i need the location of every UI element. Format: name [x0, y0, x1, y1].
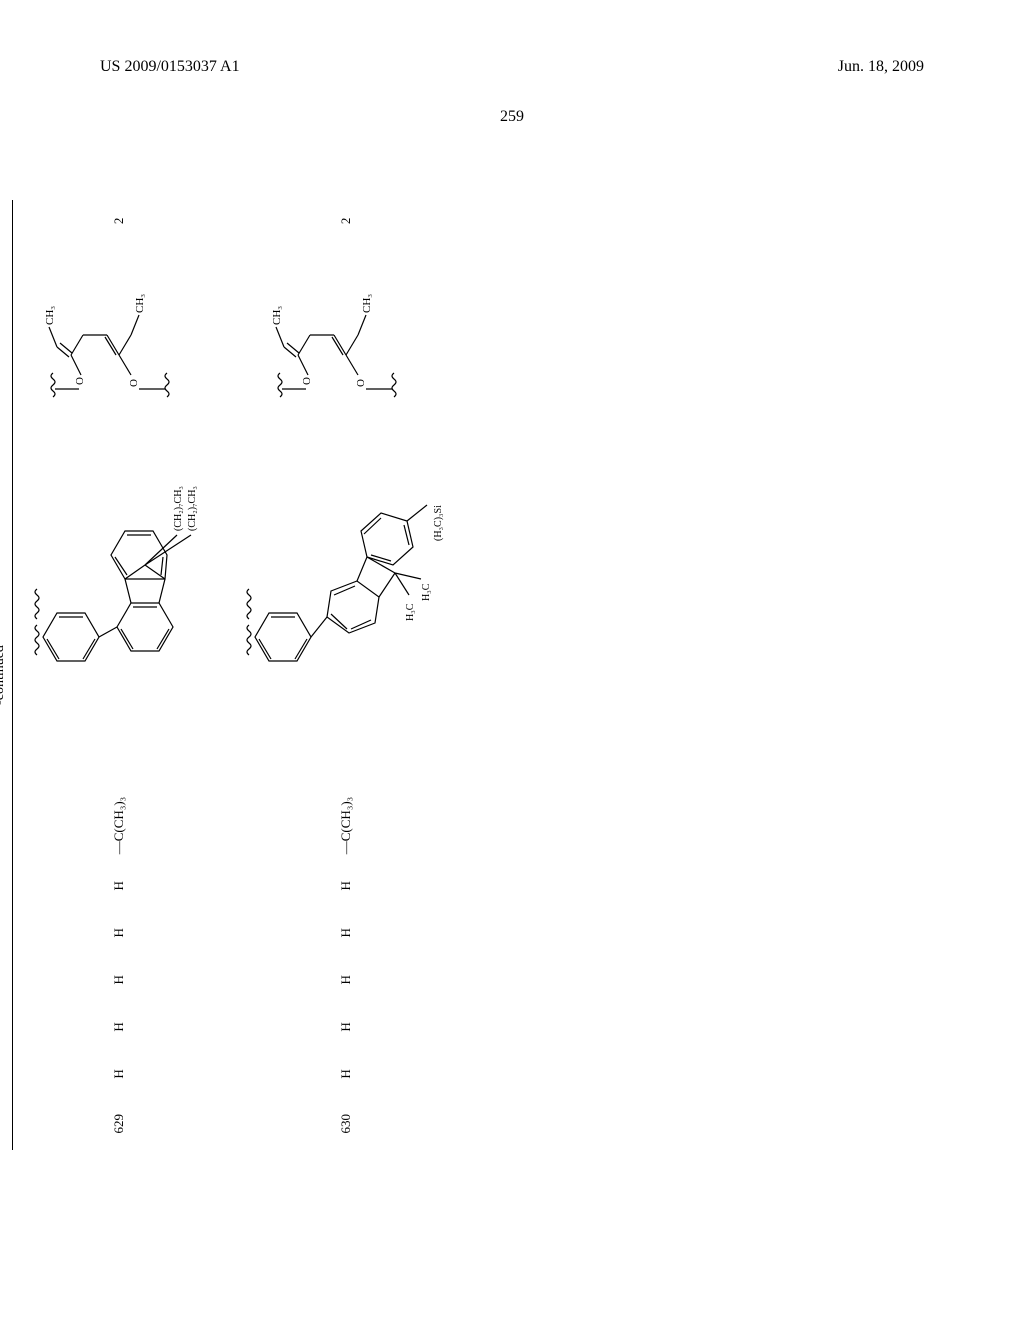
o-label-2: O: [355, 379, 367, 387]
structure-1: H₃C H₃C (H₃C)₃Si: [225, 439, 467, 745]
row-id: 629: [13, 1097, 226, 1150]
table-row: 629 H H H H H —C(CH₃)₃: [13, 200, 226, 1150]
cell-h4: H: [225, 909, 467, 956]
ch3-bot: CH₃: [134, 294, 146, 313]
cell-h4: H: [13, 909, 226, 956]
chain-label-1: (CH₂)₇CH₃: [173, 486, 184, 531]
ch3-bot: CH₃: [361, 294, 373, 313]
continued-label: -continued: [0, 645, 8, 705]
me-label-1: H₃C: [405, 603, 416, 621]
page-header: US 2009/0153037 A1 Jun. 18, 2009: [0, 58, 1024, 76]
o-label-1: O: [74, 377, 86, 385]
structure-2: O CH₃ O: [225, 242, 467, 439]
o-label-1: O: [301, 377, 313, 385]
cell-h5: H: [13, 862, 226, 909]
chain-label-2: (CH₂)₇CH₃: [187, 486, 198, 531]
table-row: 630 H H H H H —C(CH₃)₃: [225, 200, 467, 1150]
row-id: 630: [225, 1097, 467, 1150]
rotated-content: -continued 629 H H H H H —C(CH₃)₃: [40, 290, 990, 1060]
cell-h1: H: [225, 1050, 467, 1097]
cell-substituent: —C(CH₃)₃: [225, 745, 467, 862]
compound-table: 629 H H H H H —C(CH₃)₃: [12, 200, 467, 1150]
table-wrap: 629 H H H H H —C(CH₃)₃: [12, 200, 467, 1150]
structure-1: (CH₂)₇CH₃ (CH₂)₇CH₃: [13, 439, 226, 745]
structure-2: O CH₃ O: [13, 242, 226, 439]
cell-h2: H: [225, 1003, 467, 1050]
publication-date: Jun. 18, 2009: [838, 58, 924, 76]
cell-h3: H: [225, 956, 467, 1003]
cell-n: 2: [13, 200, 226, 242]
publication-number: US 2009/0153037 A1: [100, 58, 240, 76]
cell-h2: H: [13, 1003, 226, 1050]
page-number: 259: [0, 108, 1024, 126]
o-label-2: O: [128, 379, 140, 387]
me-label-2: H₃C: [421, 583, 432, 601]
cell-substituent: —C(CH₃)₃: [13, 745, 226, 862]
cell-h3: H: [13, 956, 226, 1003]
cell-h5: H: [225, 862, 467, 909]
cell-n: 2: [225, 200, 467, 242]
si-label: (H₃C)₃Si: [433, 505, 444, 541]
cell-h1: H: [13, 1050, 226, 1097]
ch3-top: CH₃: [44, 306, 56, 325]
ch3-top: CH₃: [271, 306, 283, 325]
